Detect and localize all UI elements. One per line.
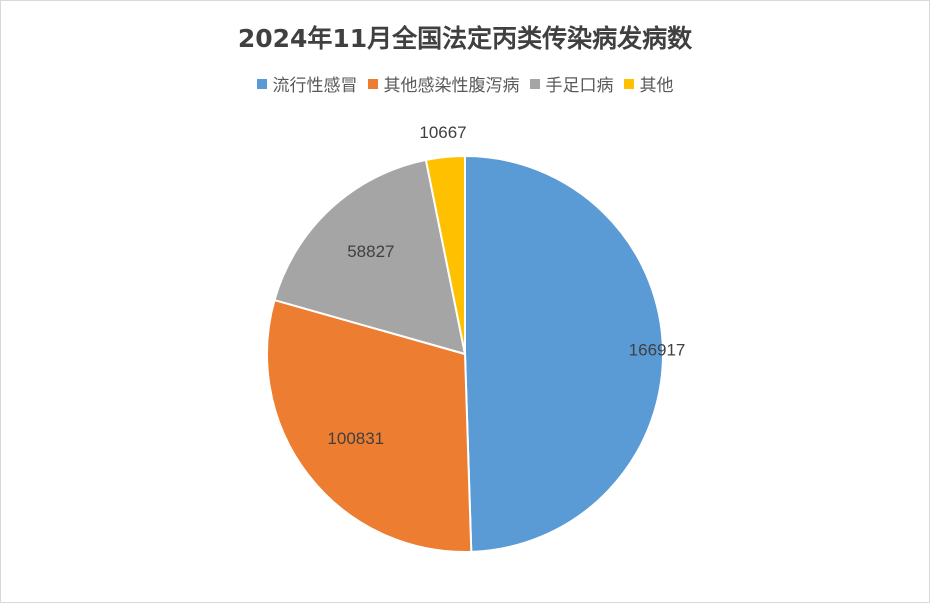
legend-label-other: 其他 <box>639 76 674 96</box>
slice-other <box>424 154 466 355</box>
legend-label-diarrhea: 其他感染性腹泻病 <box>383 76 520 96</box>
legend-swatch-diarrhea <box>367 78 378 89</box>
data-label-other: 10667 <box>419 123 466 142</box>
legend-label-hfmd: 手足口病 <box>545 76 614 96</box>
legend-swatch-flu <box>256 78 267 89</box>
legend: 流行性感冒 其他感染性腹泻病 手足口病 其他 <box>1 71 929 96</box>
legend-item-diarrhea: 其他感染性腹泻病 <box>367 71 520 96</box>
legend-item-other: 其他 <box>623 71 674 96</box>
legend-item-flu: 流行性感冒 <box>256 71 358 96</box>
data-label-hfmd: 58827 <box>347 242 394 261</box>
legend-item-hfmd: 手足口病 <box>529 71 614 96</box>
data-label-flu: 166917 <box>629 340 686 359</box>
legend-swatch-other <box>623 78 634 89</box>
legend-swatch-hfmd <box>529 78 540 89</box>
slice-flu <box>464 154 664 553</box>
slice-hfmd <box>273 158 467 356</box>
legend-label-flu: 流行性感冒 <box>272 76 358 96</box>
data-label-diarrhea: 100831 <box>327 429 384 448</box>
slice-diarrhea <box>266 298 473 553</box>
chart-title: 2024年11月全国法定丙类传染病发病数 <box>237 24 693 53</box>
